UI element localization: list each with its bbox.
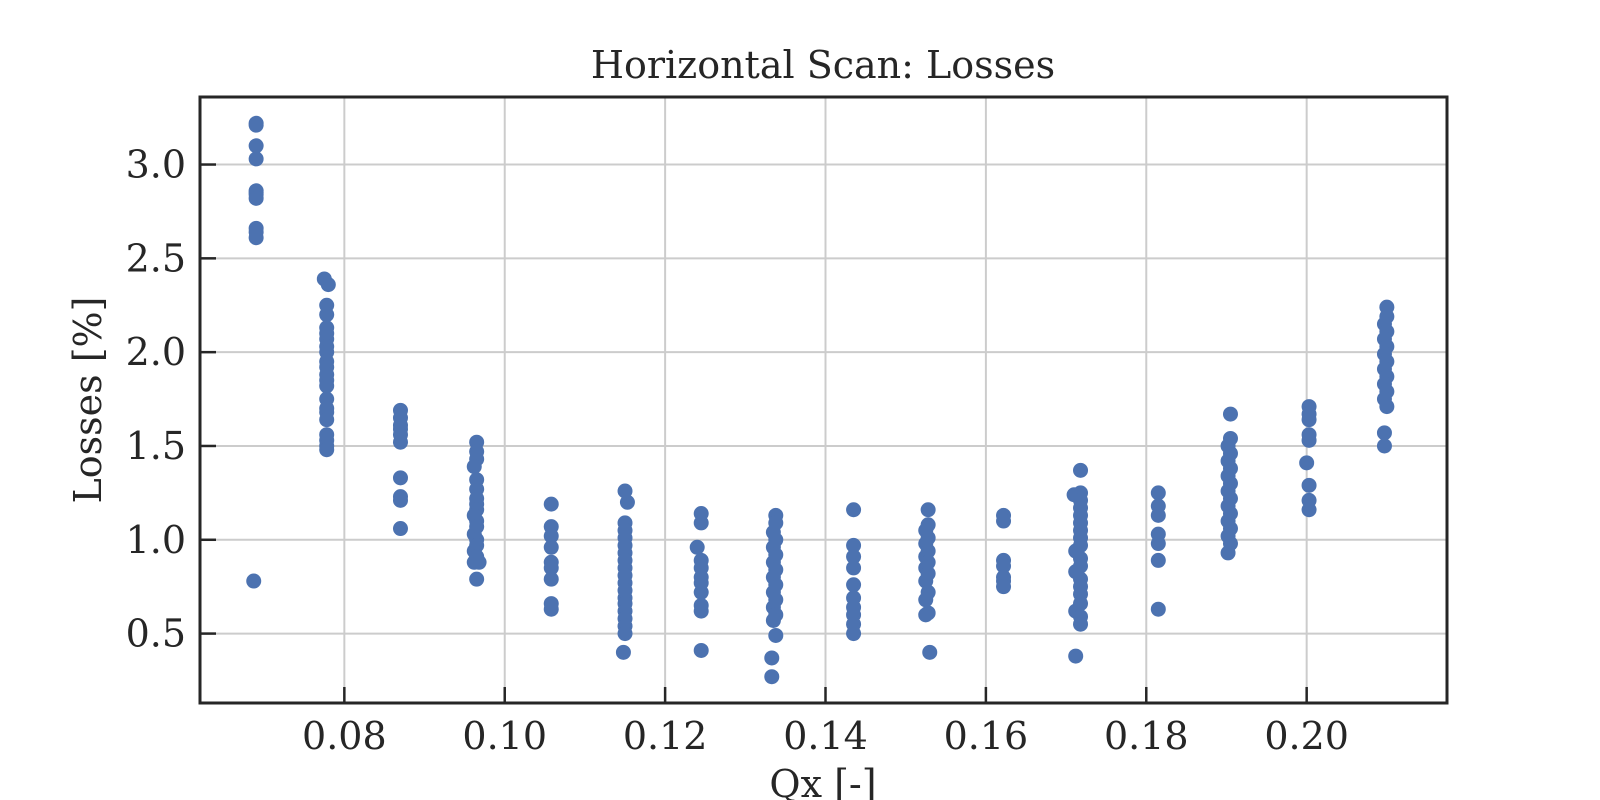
scatter-point (1150, 601, 1166, 617)
scatter-point (846, 537, 862, 553)
scatter-point (319, 378, 335, 394)
scatter-point (319, 307, 335, 323)
scatter-point (846, 560, 862, 576)
scatter-point (693, 515, 709, 531)
scatter-point (1301, 432, 1317, 448)
y-tick-label: 2.5 (126, 236, 186, 280)
scatter-point (1150, 552, 1166, 568)
scatter-point (248, 190, 264, 206)
scatter-point (765, 612, 781, 628)
scatter-point (543, 601, 559, 617)
x-tick-label: 0.18 (1104, 714, 1189, 758)
scatter-point (1068, 648, 1084, 664)
scatter-point (918, 607, 934, 623)
scatter-point (319, 442, 335, 458)
scatter-point (1301, 412, 1317, 428)
scatter-point (543, 560, 559, 576)
scatter-point (392, 434, 408, 450)
scatter-point (1150, 507, 1166, 523)
scatter-point (846, 577, 862, 593)
scatter-point (619, 494, 635, 510)
data-points (246, 115, 1395, 685)
scatter-point (689, 539, 705, 555)
y-tick-label: 1.5 (126, 424, 186, 468)
scatter-point (918, 573, 934, 589)
y-tick-label: 2.0 (126, 330, 186, 374)
scatter-point (617, 626, 633, 642)
scatter-point (996, 513, 1012, 529)
scatter-point (846, 502, 862, 518)
x-tick-label: 0.12 (623, 714, 708, 758)
scatter-point (466, 459, 482, 475)
scatter-point (693, 584, 709, 600)
chart-title: Horizontal Scan: Losses (591, 43, 1055, 87)
scatter-point (469, 571, 485, 587)
scatter-point (693, 642, 709, 658)
grid-lines (200, 97, 1447, 703)
scatter-point (248, 230, 264, 246)
y-tick-label: 0.5 (126, 612, 186, 656)
scatter-point (543, 571, 559, 587)
scatter-point (1150, 485, 1166, 501)
scatter-point (764, 669, 780, 685)
scatter-point (543, 539, 559, 555)
scatter-point (1220, 545, 1236, 561)
scatter-point (1301, 477, 1317, 493)
scatter-point (846, 626, 862, 642)
x-tick-label: 0.08 (302, 714, 387, 758)
scatter-point (246, 573, 262, 589)
scatter-point (996, 558, 1012, 574)
y-tick-label: 3.0 (126, 143, 186, 187)
x-axis-label: Qx [-] (769, 762, 876, 800)
scatter-point (543, 528, 559, 544)
scatter-point (764, 650, 780, 666)
x-tick-labels: 0.08 0.10 0.12 0.14 0.16 0.18 0.20 (302, 714, 1349, 758)
scatter-point (248, 151, 264, 167)
scatter-point (248, 117, 264, 133)
scatter-point (617, 483, 633, 499)
scatter-point (1299, 455, 1315, 471)
scatter-point (768, 627, 784, 643)
x-tick-label: 0.20 (1264, 714, 1349, 758)
tick-marks (200, 163, 1308, 703)
scatter-point (320, 277, 336, 293)
scatter-point (922, 644, 938, 660)
scatter-point (1376, 438, 1392, 454)
scatter-point (615, 644, 631, 660)
scatter-point (846, 549, 862, 565)
scatter-point (1150, 536, 1166, 552)
scatter-point (392, 521, 408, 537)
scatter-point (1379, 399, 1395, 415)
x-tick-label: 0.10 (462, 714, 547, 758)
y-axis-label: Losses [%] (66, 297, 110, 504)
y-tick-labels: 0.5 1.0 1.5 2.0 2.5 3.0 (126, 143, 186, 656)
scatter-point (920, 502, 936, 518)
scatter-point (996, 579, 1012, 595)
plot-frame (198, 95, 1449, 705)
y-tick-label: 1.0 (126, 518, 186, 562)
scatter-point (319, 412, 335, 428)
scatter-point (543, 496, 559, 512)
scatter-point (1073, 462, 1089, 478)
scatter-point (918, 592, 934, 608)
scatter-point (471, 554, 487, 570)
scatter-point (248, 138, 264, 154)
scatter-point (1376, 425, 1392, 441)
scatter-point (1222, 406, 1238, 422)
scatter-point (1073, 616, 1089, 632)
scatter-point (392, 470, 408, 486)
scatter-point (1301, 502, 1317, 518)
x-tick-label: 0.14 (783, 714, 868, 758)
scatter-point (392, 492, 408, 508)
scatter-point (693, 603, 709, 619)
x-tick-label: 0.16 (944, 714, 1029, 758)
